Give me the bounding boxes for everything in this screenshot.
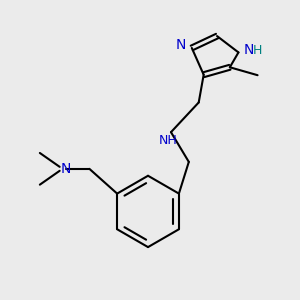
Text: NH: NH bbox=[159, 134, 177, 147]
Text: H: H bbox=[252, 44, 262, 57]
Text: N: N bbox=[176, 38, 186, 52]
Text: N: N bbox=[243, 44, 254, 57]
Text: N: N bbox=[60, 162, 71, 176]
